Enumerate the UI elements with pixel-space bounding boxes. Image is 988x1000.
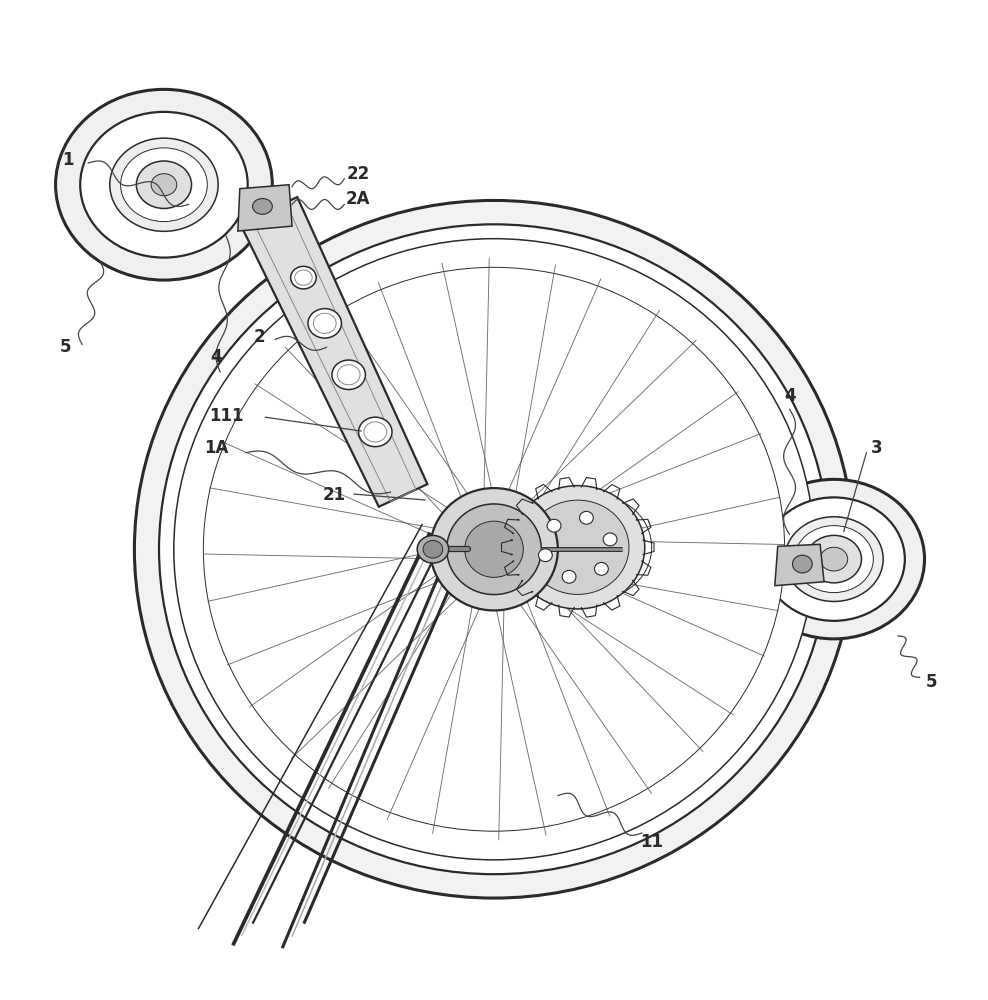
Ellipse shape <box>562 570 576 583</box>
Ellipse shape <box>332 360 366 390</box>
Ellipse shape <box>134 200 854 898</box>
Ellipse shape <box>784 517 883 601</box>
Ellipse shape <box>743 479 925 639</box>
Ellipse shape <box>430 488 558 610</box>
Ellipse shape <box>204 267 784 831</box>
Text: 4: 4 <box>210 348 222 366</box>
Text: 5: 5 <box>59 338 71 356</box>
Ellipse shape <box>595 562 609 575</box>
Text: 1A: 1A <box>204 439 228 457</box>
Ellipse shape <box>290 266 316 289</box>
Polygon shape <box>238 185 292 231</box>
Ellipse shape <box>359 417 392 447</box>
Text: 4: 4 <box>783 387 795 405</box>
Ellipse shape <box>447 504 541 595</box>
Ellipse shape <box>792 555 812 573</box>
Ellipse shape <box>820 547 848 571</box>
Text: 111: 111 <box>208 407 243 425</box>
Text: 2: 2 <box>254 328 266 346</box>
Ellipse shape <box>110 138 218 231</box>
Ellipse shape <box>80 112 248 258</box>
Ellipse shape <box>580 511 594 524</box>
Text: 1: 1 <box>62 151 74 169</box>
Ellipse shape <box>174 239 814 860</box>
Ellipse shape <box>511 486 645 609</box>
Ellipse shape <box>253 199 273 214</box>
Text: 21: 21 <box>323 486 346 504</box>
Ellipse shape <box>417 535 449 563</box>
Text: 3: 3 <box>870 439 882 457</box>
Text: 11: 11 <box>640 833 663 851</box>
Text: 2A: 2A <box>346 190 370 208</box>
Ellipse shape <box>159 224 829 874</box>
Ellipse shape <box>151 174 177 196</box>
Ellipse shape <box>121 148 207 222</box>
Ellipse shape <box>538 549 552 562</box>
Ellipse shape <box>806 535 862 583</box>
Ellipse shape <box>547 519 561 532</box>
Text: 5: 5 <box>926 673 938 691</box>
Ellipse shape <box>604 533 617 546</box>
Polygon shape <box>240 197 428 507</box>
Ellipse shape <box>763 497 905 621</box>
Ellipse shape <box>464 521 524 577</box>
Ellipse shape <box>308 309 342 338</box>
Ellipse shape <box>423 540 443 558</box>
Ellipse shape <box>527 500 629 594</box>
Ellipse shape <box>136 161 192 208</box>
Ellipse shape <box>55 89 273 280</box>
Polygon shape <box>775 544 824 586</box>
Ellipse shape <box>794 526 873 593</box>
Text: 22: 22 <box>347 165 370 183</box>
